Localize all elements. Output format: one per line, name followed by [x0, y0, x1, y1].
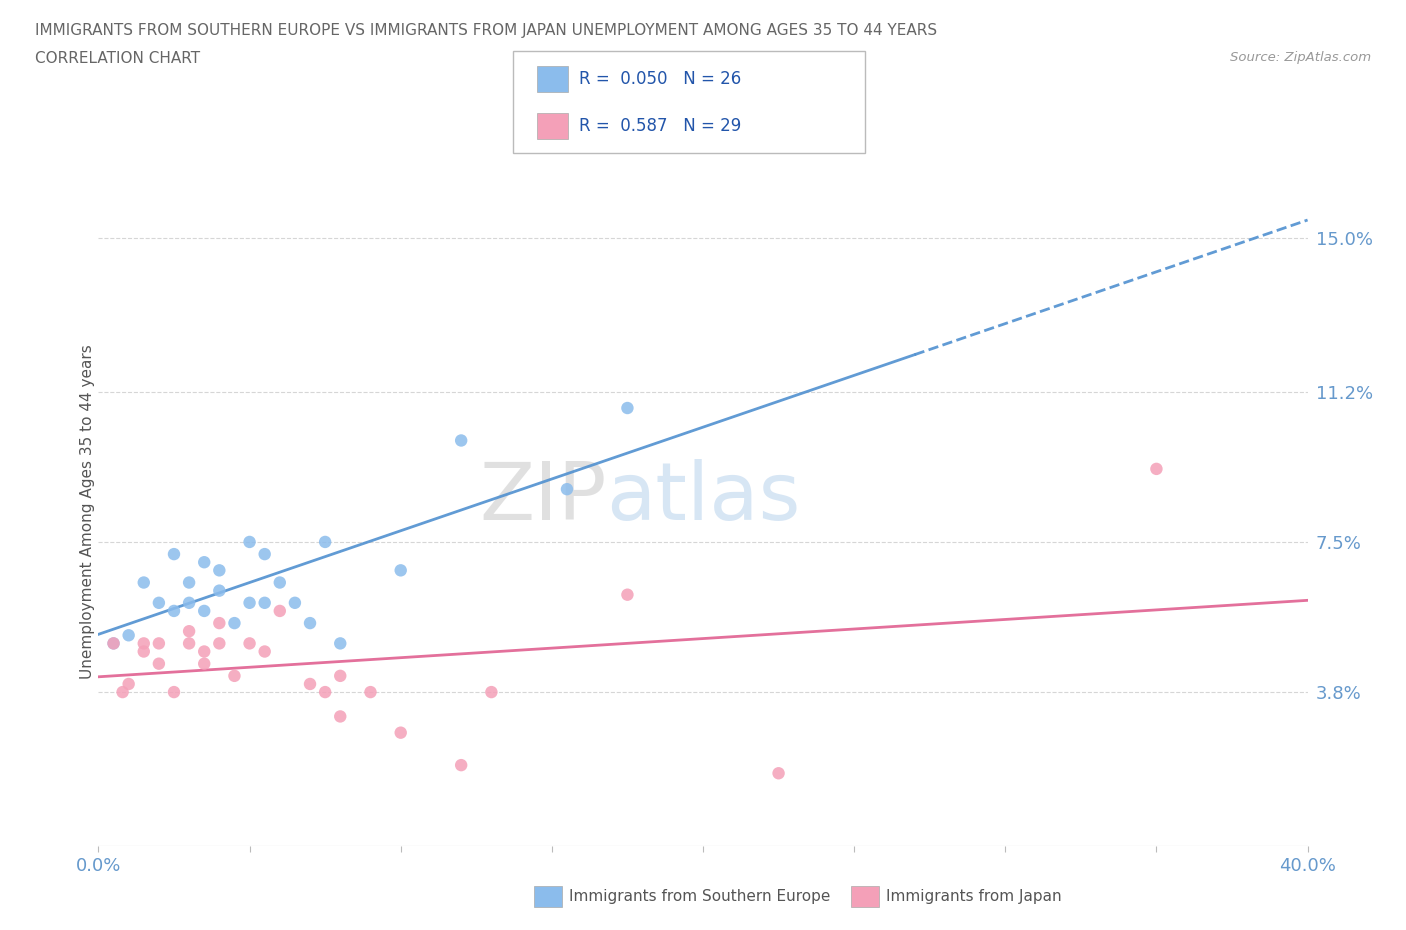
- Point: [148, 657, 170, 671]
- Point: [389, 563, 412, 578]
- Point: [208, 636, 231, 651]
- Point: [284, 595, 307, 610]
- Point: [314, 535, 336, 550]
- Point: [193, 555, 215, 570]
- Point: [299, 676, 322, 691]
- Point: [103, 636, 125, 651]
- Point: [1144, 461, 1167, 476]
- Text: ZIP: ZIP: [479, 459, 606, 538]
- Point: [177, 575, 201, 590]
- Text: Source: ZipAtlas.com: Source: ZipAtlas.com: [1230, 51, 1371, 64]
- Point: [253, 644, 276, 659]
- Point: [253, 595, 276, 610]
- Point: [269, 575, 291, 590]
- Point: [132, 636, 155, 651]
- Point: [299, 616, 322, 631]
- Point: [208, 583, 231, 598]
- Point: [360, 684, 382, 699]
- Point: [132, 575, 155, 590]
- Point: [177, 636, 201, 651]
- Text: R =  0.050   N = 26: R = 0.050 N = 26: [579, 70, 741, 88]
- Point: [616, 401, 638, 416]
- Point: [163, 684, 186, 699]
- Point: [329, 636, 352, 651]
- Point: [616, 587, 638, 602]
- Point: [450, 433, 472, 448]
- Text: CORRELATION CHART: CORRELATION CHART: [35, 51, 200, 66]
- Point: [481, 684, 503, 699]
- Y-axis label: Unemployment Among Ages 35 to 44 years: Unemployment Among Ages 35 to 44 years: [80, 344, 94, 679]
- Point: [193, 644, 215, 659]
- Point: [450, 758, 472, 773]
- Text: Immigrants from Southern Europe: Immigrants from Southern Europe: [569, 889, 831, 904]
- Point: [177, 624, 201, 639]
- Point: [239, 535, 262, 550]
- Point: [118, 676, 141, 691]
- Point: [148, 636, 170, 651]
- Text: Immigrants from Japan: Immigrants from Japan: [886, 889, 1062, 904]
- Point: [329, 669, 352, 684]
- Point: [224, 616, 246, 631]
- Point: [193, 604, 215, 618]
- Point: [239, 595, 262, 610]
- Point: [253, 547, 276, 562]
- Text: IMMIGRANTS FROM SOUTHERN EUROPE VS IMMIGRANTS FROM JAPAN UNEMPLOYMENT AMONG AGES: IMMIGRANTS FROM SOUTHERN EUROPE VS IMMIG…: [35, 23, 938, 38]
- Point: [329, 709, 352, 724]
- Point: [111, 684, 134, 699]
- Point: [177, 595, 201, 610]
- Text: R =  0.587   N = 29: R = 0.587 N = 29: [579, 116, 741, 135]
- Point: [118, 628, 141, 643]
- Point: [208, 616, 231, 631]
- Point: [314, 684, 336, 699]
- Point: [132, 644, 155, 659]
- Point: [555, 482, 578, 497]
- Point: [224, 669, 246, 684]
- Point: [193, 657, 215, 671]
- Text: atlas: atlas: [606, 459, 800, 538]
- Point: [389, 725, 412, 740]
- Point: [768, 765, 790, 780]
- Point: [103, 636, 125, 651]
- Point: [163, 604, 186, 618]
- Point: [208, 563, 231, 578]
- Point: [148, 595, 170, 610]
- Point: [163, 547, 186, 562]
- Point: [269, 604, 291, 618]
- Point: [239, 636, 262, 651]
